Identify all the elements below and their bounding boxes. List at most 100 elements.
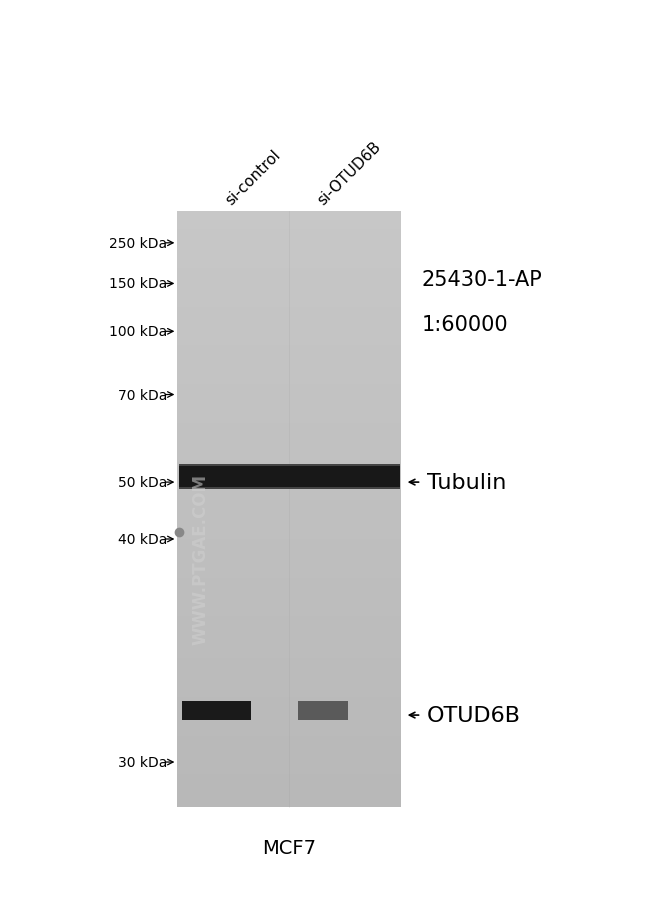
Bar [177, 656, 401, 658]
Bar [177, 647, 401, 649]
Bar [177, 343, 401, 345]
Text: 250 kDa: 250 kDa [109, 236, 167, 251]
Bar [177, 727, 401, 730]
Bar [177, 278, 401, 281]
Bar [177, 622, 401, 626]
Bar [177, 530, 401, 533]
Bar [179, 488, 400, 490]
Bar [177, 423, 401, 427]
Bar [177, 308, 401, 310]
Bar [177, 652, 401, 656]
Bar [177, 456, 401, 459]
Bar [177, 712, 401, 715]
Bar [177, 679, 401, 682]
Bar [177, 796, 401, 798]
Bar [177, 748, 401, 750]
Text: 100 kDa: 100 kDa [109, 325, 167, 339]
Bar [177, 611, 401, 614]
Bar [177, 391, 401, 393]
Bar [177, 494, 401, 498]
Bar [177, 771, 401, 775]
Text: 50 kDa: 50 kDa [118, 475, 167, 490]
Bar [177, 295, 401, 299]
Bar [177, 432, 401, 435]
Bar [177, 373, 401, 375]
Bar [177, 310, 401, 313]
Bar [177, 281, 401, 283]
Bar [177, 759, 401, 763]
Bar [177, 370, 401, 373]
Bar [177, 533, 401, 537]
Bar [177, 248, 401, 251]
Bar [177, 290, 401, 292]
Bar [177, 688, 401, 691]
Bar [179, 465, 400, 466]
Bar [177, 251, 401, 253]
Bar [177, 626, 401, 629]
Bar [177, 510, 401, 512]
Bar [177, 789, 401, 792]
Bar [177, 741, 401, 745]
Bar [177, 215, 401, 218]
Bar [177, 631, 401, 635]
Bar [177, 406, 401, 409]
Bar [177, 331, 401, 334]
Bar [177, 221, 401, 224]
Bar [177, 581, 401, 584]
Bar [177, 400, 401, 402]
Bar [177, 382, 401, 384]
Bar [177, 801, 401, 805]
Bar [177, 465, 401, 468]
Bar [177, 780, 401, 784]
Bar [177, 732, 401, 736]
Bar [177, 805, 401, 807]
Bar [177, 260, 401, 262]
Bar [177, 477, 401, 480]
Bar [177, 569, 401, 572]
Bar [177, 468, 401, 471]
Text: 40 kDa: 40 kDa [118, 532, 167, 547]
Bar [177, 224, 401, 227]
Bar [177, 596, 401, 599]
Bar [177, 730, 401, 732]
Bar [177, 644, 401, 647]
Bar [177, 724, 401, 727]
Bar [177, 704, 401, 706]
Bar [177, 317, 401, 319]
Bar [177, 447, 401, 450]
Bar [177, 486, 401, 489]
Bar [177, 557, 401, 560]
Bar [177, 566, 401, 569]
Bar [177, 521, 401, 525]
Bar [177, 798, 401, 801]
Bar [177, 328, 401, 331]
Bar [182, 701, 251, 721]
Bar [177, 313, 401, 317]
Bar [177, 322, 401, 325]
Bar [177, 414, 401, 418]
Bar [177, 605, 401, 608]
Bar [177, 501, 401, 503]
Bar [177, 233, 401, 235]
Bar [177, 640, 401, 644]
Bar [177, 498, 401, 501]
Bar [177, 670, 401, 673]
Bar [177, 272, 401, 274]
Bar [177, 299, 401, 301]
Bar [177, 578, 401, 581]
Bar [177, 620, 401, 622]
Bar [177, 345, 401, 349]
Bar [177, 379, 401, 382]
Text: si-control: si-control [223, 147, 284, 207]
Bar [177, 739, 401, 741]
Bar [177, 325, 401, 328]
Bar [177, 769, 401, 771]
Bar [177, 262, 401, 265]
Bar [177, 265, 401, 269]
Bar [177, 483, 401, 486]
Bar [177, 492, 401, 494]
Bar [177, 551, 401, 554]
Bar [177, 754, 401, 757]
Bar [177, 471, 401, 474]
Bar [177, 427, 401, 429]
